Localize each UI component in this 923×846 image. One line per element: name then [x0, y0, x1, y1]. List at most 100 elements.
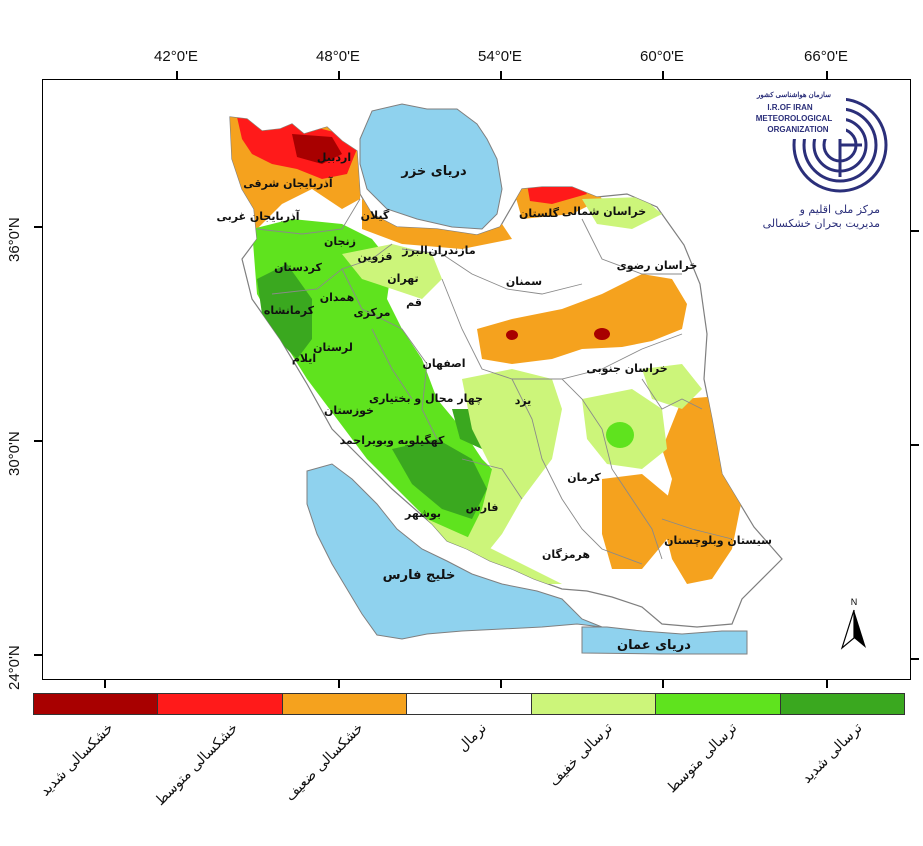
tick-mark [104, 680, 106, 688]
province-label-kermanshah: کرمانشاه [264, 304, 315, 317]
legend-swatch-moderate-wetness [656, 694, 781, 714]
persian-gulf-label: خلیج فارس [383, 568, 456, 583]
province-label-east-azarbaijan: آذربایجان شرقی [243, 176, 333, 190]
province-label-qazvin: قزوین [358, 250, 393, 263]
logo-line3: ORGANIZATION [767, 125, 828, 134]
severe-drought-spot [594, 328, 610, 340]
tick-mark [911, 658, 919, 660]
legend-label-normal: نرمال [455, 720, 491, 756]
province-label-south-khorasan: خراسان جنوبی [586, 362, 667, 375]
province-label-ilam: ایلام [292, 352, 316, 365]
legend-swatch-moderate-drought [158, 694, 283, 714]
province-label-sistan: سیستان وبلوچستان [664, 534, 772, 547]
persian-gulf [306, 463, 603, 640]
tick-mark [662, 680, 664, 688]
tick-mark [176, 71, 178, 79]
light-wetness-north-khorasan [582, 197, 662, 229]
longitude-label-42: 42°0'E [154, 48, 198, 65]
province-label-ardabil: اردبیل [317, 151, 351, 164]
province-label-markazi: مرکزی [354, 306, 391, 319]
legend-label-light-wetness: ترسالی خفیف [545, 720, 616, 790]
legend-label-moderate-wetness: ترسالی متوسط [663, 720, 741, 797]
legend-label-weak-drought: خشکسالی ضعیف [281, 720, 367, 805]
province-label-tehran: تهران [387, 272, 418, 285]
province-label-north-khorasan: خراسان شمالی [562, 205, 646, 218]
province-label-razavi-khorasan: خراسان رضوی [617, 259, 698, 272]
tick-mark [911, 444, 919, 446]
province-label-hormozgan: هرمزگان [542, 548, 590, 561]
latitude-label-24: 24°0'N [6, 645, 23, 690]
province-label-golestan: گلستان [519, 207, 560, 220]
province-label-zanjan: زنجان [324, 235, 356, 248]
province-label-bushehr: بوشهر [404, 507, 441, 520]
province-label-kerman: کرمان [567, 471, 601, 484]
drought-map: دریای خزر خلیج فارس دریای عمان اردبیل آذ… [216, 91, 888, 655]
tick-mark [662, 71, 664, 79]
legend-label-severe-drought: خشکسالی شدید [36, 720, 117, 800]
logo-arc-text: سازمان هواشناسی کشور [756, 91, 831, 99]
longitude-label-54: 54°0'E [478, 48, 522, 65]
moderate-wetness-kerman-spot [606, 422, 634, 448]
legend-swatch-light-wetness [531, 694, 657, 714]
north-arrow-label: N [851, 597, 858, 607]
severe-drought-ardabil [292, 134, 342, 164]
light-wetness-bushehr-coast [427, 519, 562, 584]
tick-mark [34, 440, 42, 442]
caspian-sea [359, 103, 503, 230]
province-label-west-azarbaijan: آذربایجان غربی [216, 209, 299, 223]
province-label-yazd: یزد [515, 394, 532, 407]
oman-sea-label: دریای عمان [617, 638, 691, 653]
tick-mark [826, 680, 828, 688]
province-label-kohgiluyeh: کهگیلویه وبویراحمد [340, 434, 445, 447]
province-borders [256, 198, 733, 565]
province-label-qom: قم [406, 296, 422, 309]
province-label-mazandaran: مازندران [428, 244, 475, 257]
light-wetness-center [342, 244, 442, 299]
legend-swatch-severe-wetness [780, 694, 904, 714]
tick-mark [500, 680, 502, 688]
tick-mark [338, 680, 340, 688]
weak-drought-caspian-coast [362, 199, 512, 249]
province-label-chaharmahal: چهار محال و بختیاری [369, 392, 483, 405]
north-arrow-icon: N [840, 597, 866, 650]
light-wetness-zagros [462, 369, 562, 559]
oman-sea [581, 626, 748, 655]
province-label-gilan: گیلان [361, 209, 390, 222]
organization-line2: مدیریت بحران خشکسالی [762, 217, 880, 230]
longitude-label-48: 48°0'E [316, 48, 360, 65]
latitude-label-30: 30°0'N [6, 431, 23, 476]
province-label-fars: فارس [466, 501, 499, 514]
longitude-label-66: 66°0'E [804, 48, 848, 65]
weak-drought-kerman-south [602, 474, 672, 569]
caspian-sea-label: دریای خزر [400, 164, 467, 179]
logo-line1: I.R.OF IRAN [767, 103, 813, 112]
legend-swatch-weak-drought [282, 694, 408, 714]
legend-label-severe-wetness: ترسالی شدید [798, 720, 866, 787]
province-label-khuzestan: خوزستان [324, 404, 374, 417]
province-label-lorestan: لرستان [313, 341, 353, 354]
province-label-kurdistan: کردستان [274, 261, 322, 274]
tick-mark [34, 226, 42, 228]
latitude-label-36: 36°0'N [6, 217, 23, 262]
light-wetness-south-khorasan [642, 364, 702, 409]
province-label-isfahan: اصفهان [422, 357, 465, 370]
meteorological-organization-logo: سازمان هواشناسی کشور I.R.OF IRAN METEORO… [754, 91, 888, 193]
logo-line2: METEOROLOGICAL [756, 114, 833, 123]
severe-drought-spot [506, 330, 518, 340]
tick-mark [34, 654, 42, 656]
drought-legend [33, 693, 905, 715]
province-label-hamadan: همدان [320, 291, 355, 304]
legend-swatch-severe-drought [34, 694, 159, 714]
province-label-semnan: سمنان [506, 275, 542, 288]
organization-line1: مرکز ملی اقلیم و [799, 203, 880, 216]
weak-drought-center-east [477, 274, 687, 364]
organization-name: مرکز ملی اقلیم و مدیریت بحران خشکسالی [756, 203, 880, 231]
severe-wetness-west [257, 264, 312, 359]
tick-mark [338, 71, 340, 79]
tick-mark [911, 230, 919, 232]
province-label-alborz: البرز [401, 244, 428, 257]
tick-mark [826, 71, 828, 79]
legend-label-moderate-drought: خشکسالی متوسط [152, 720, 242, 810]
tick-mark [500, 71, 502, 79]
longitude-label-60: 60°0'E [640, 48, 684, 65]
